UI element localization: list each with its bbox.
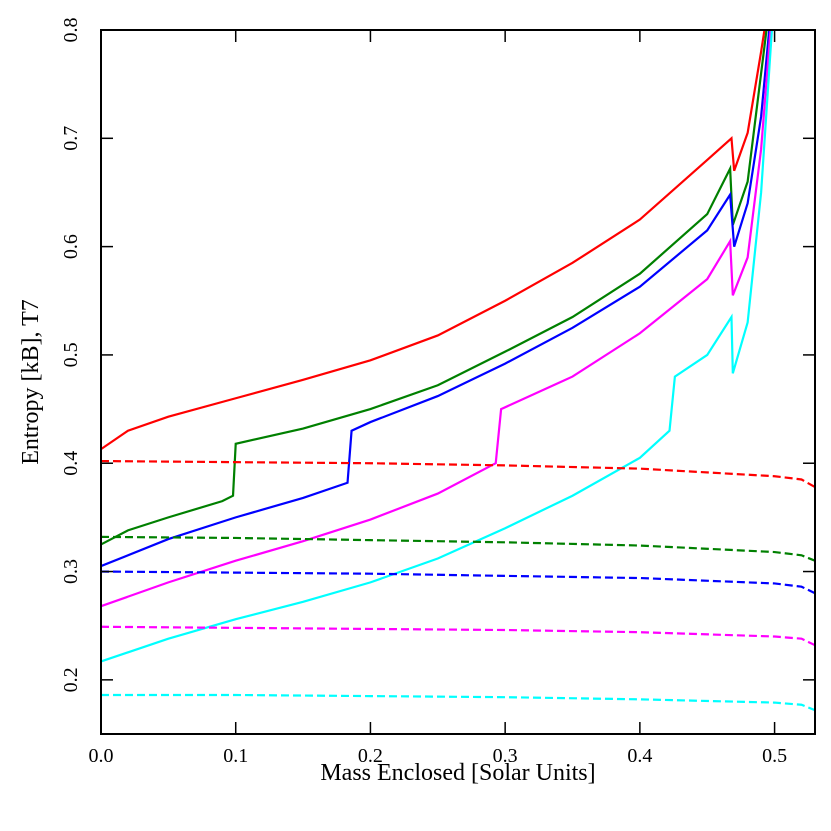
x-tick-label: 0.5 [762, 745, 787, 767]
y-tick-label: 0.5 [60, 342, 82, 367]
x-tick-label: 0.2 [358, 745, 383, 767]
dashed-line [101, 570, 815, 595]
y-tick-label: 0.2 [60, 667, 82, 692]
dashed-line [101, 693, 815, 712]
x-tick-label: 0.1 [223, 745, 248, 767]
x-tick-label: 0.0 [89, 745, 114, 767]
solid-line [101, 30, 773, 663]
y-axis-label: Entropy [kB], T7 [18, 299, 44, 465]
dashed-line [101, 535, 815, 562]
solid-line [101, 30, 771, 568]
y-tick-label: 0.3 [60, 559, 82, 584]
x-tick-label: 0.3 [493, 745, 518, 767]
y-tick-label: 0.4 [60, 451, 82, 476]
y-tick-label: 0.7 [60, 126, 82, 151]
solid-line [101, 30, 772, 608]
dashed-line [101, 459, 815, 489]
plot-frame [100, 29, 816, 735]
plot-lines [101, 30, 815, 712]
x-axis-label: Mass Enclosed [Solar Units] [320, 760, 595, 786]
dashed-line [101, 625, 815, 647]
y-tick-label: 0.6 [60, 234, 82, 259]
x-tick-label: 0.4 [627, 745, 652, 767]
y-tick-label: 0.8 [60, 18, 82, 43]
solid-line [101, 30, 766, 451]
solid-line [101, 30, 768, 546]
